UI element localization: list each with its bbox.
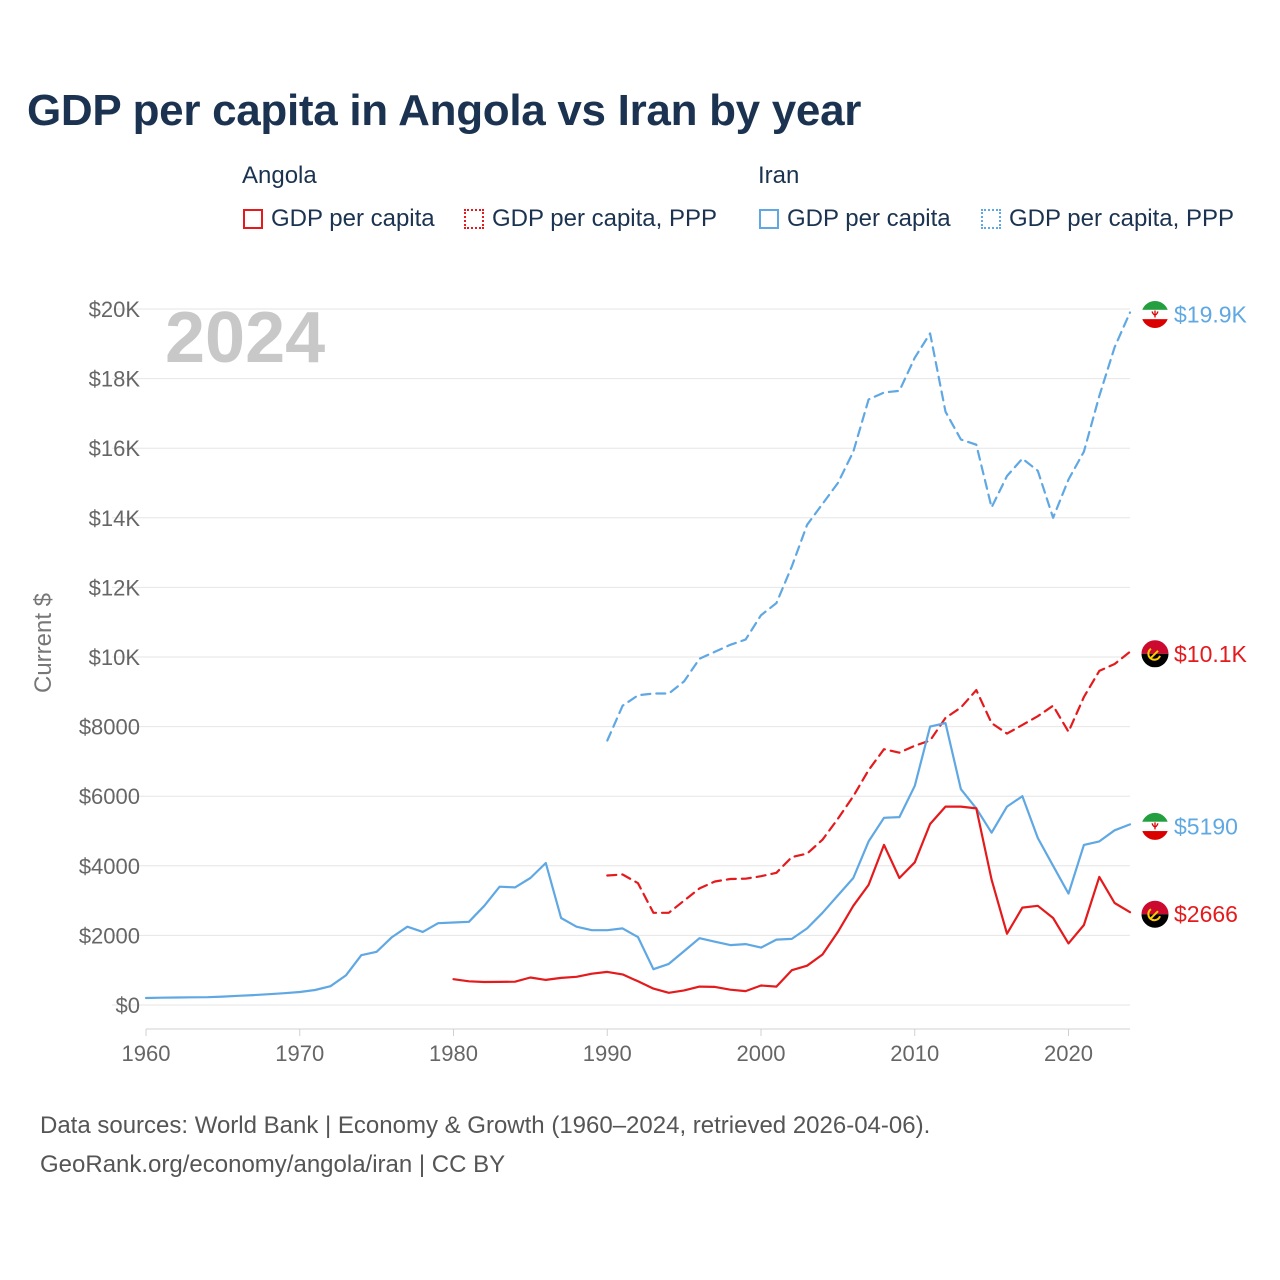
flag-stripe-red: [1141, 319, 1169, 329]
chart-title: GDP per capita in Angola vs Iran by year: [27, 86, 862, 135]
flag-stripe-green: [1141, 300, 1169, 311]
flag-emblem-gear: [1147, 647, 1161, 661]
end-label-angola-ppp: $10.1K: [1174, 641, 1248, 667]
y-tick-label: $20K: [89, 297, 141, 322]
flag-emblem-machete: [1150, 650, 1159, 659]
y-tick-label: $6000: [79, 784, 140, 809]
end-labels: $19.9K $10.1K $5190 $2666: [1140, 299, 1248, 929]
legend-swatch-iran-ppp: [981, 209, 1001, 229]
legend-item-iran-ppp[interactable]: GDP per capita, PPP: [981, 205, 1234, 233]
x-tick-label: 1990: [583, 1041, 632, 1066]
legend-label: GDP per capita: [271, 205, 435, 232]
year-watermark: 2024: [165, 298, 325, 378]
x-tick-label: 2000: [737, 1041, 786, 1066]
flag-stripe-red: [1141, 900, 1169, 915]
y-tick-label: $14K: [89, 506, 141, 531]
flag-stripe-green: [1141, 812, 1169, 823]
y-tick-label: $0: [116, 993, 140, 1018]
flag-emblem: [1151, 822, 1159, 830]
flag-border: [1140, 639, 1170, 669]
end-label-angola-gdp: $2666: [1174, 901, 1238, 927]
iran-flag-icon: [1140, 811, 1170, 841]
flag-body: [1141, 639, 1169, 668]
flag-stripe-red: [1141, 639, 1169, 654]
grid: [112, 308, 1130, 1006]
legend-label: GDP per capita, PPP: [1009, 205, 1234, 232]
flag-stripe-black: [1141, 914, 1169, 929]
series-line-iran-gdp: [144, 721, 1132, 1000]
y-axis-label: Current $: [30, 593, 57, 693]
footer-sources: Data sources: World Bank | Economy & Gro…: [40, 1112, 931, 1139]
flag-stripe-red: [1141, 831, 1169, 841]
flag-border: [1140, 299, 1170, 329]
iran-flag-icon: [1140, 299, 1170, 329]
angola-flag-icon: [1140, 899, 1170, 929]
axes: $0 $2000 $4000 $6000 $8000 $10K $12K $14K $16K $1…: [79, 297, 1130, 1066]
legend-item-iran-gdp[interactable]: GDP per capita: [759, 205, 951, 233]
y-tick-label: $12K: [89, 575, 141, 600]
x-tick-label: 2010: [890, 1041, 939, 1066]
legend-swatch-angola-ppp: [464, 209, 484, 229]
flag-emblem: [1151, 310, 1159, 318]
flag-emblem-machete: [1150, 910, 1159, 919]
series-line-angola-ppp: [606, 650, 1132, 914]
x-tick-label: 2020: [1044, 1041, 1093, 1066]
flag-border: [1140, 899, 1170, 929]
y-tick-label: $10K: [89, 645, 141, 670]
flag-body: [1141, 300, 1169, 329]
legend-group-iran: Iran: [758, 162, 800, 189]
legend-swatch-angola-gdp: [243, 209, 263, 229]
legend-swatch-iran-gdp: [759, 209, 779, 229]
end-label-iran-ppp: $19.9K: [1174, 301, 1248, 327]
y-tick-label: $18K: [89, 367, 141, 392]
legend-label: GDP per capita: [787, 205, 951, 232]
series-line-angola-gdp: [452, 805, 1132, 994]
y-tick-label: $4000: [79, 854, 140, 879]
x-tick-label: 1980: [429, 1041, 478, 1066]
end-label-iran-gdp: $5190: [1174, 813, 1238, 839]
flag-body: [1141, 900, 1169, 929]
series-line-iran-ppp: [606, 311, 1132, 742]
flag-body: [1141, 812, 1169, 841]
x-tick-label: 1970: [275, 1041, 324, 1066]
y-tick-label: $2000: [79, 923, 140, 948]
footer-link[interactable]: GeoRank.org/economy/angola/iran | CC BY: [40, 1151, 506, 1178]
footer: Data sources: World Bank | Economy & Gro…: [40, 1106, 930, 1184]
y-tick-label: $16K: [89, 436, 141, 461]
flag-stripe-black: [1141, 653, 1169, 668]
series: [144, 311, 1132, 1000]
angola-flag-icon: [1140, 639, 1170, 669]
legend-item-angola-ppp[interactable]: GDP per capita, PPP: [464, 205, 717, 233]
y-tick-label: $8000: [79, 715, 140, 740]
flag-border: [1140, 811, 1170, 841]
flag-emblem-gear: [1147, 908, 1161, 922]
legend-label: GDP per capita, PPP: [492, 205, 717, 232]
legend-group-angola: Angola: [242, 162, 317, 189]
x-tick-label: 1960: [122, 1041, 171, 1066]
legend-item-angola-gdp[interactable]: GDP per capita: [243, 205, 435, 233]
